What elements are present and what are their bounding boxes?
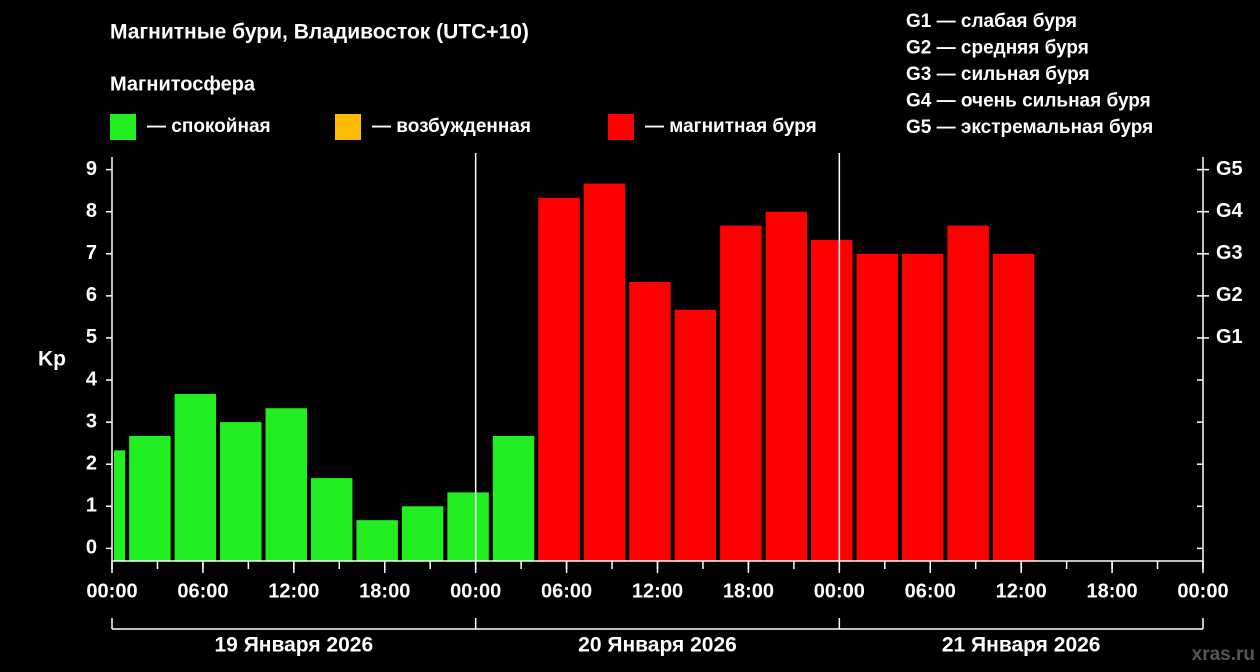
y-tick-label: 8	[86, 200, 97, 222]
bar	[114, 450, 126, 561]
chart-title: Магнитные бури, Владивосток (UTC+10)	[110, 21, 529, 44]
bar	[174, 393, 217, 561]
scale-legend: G2 — средняя буря	[906, 38, 1089, 59]
bar	[538, 197, 580, 561]
bar	[401, 506, 444, 561]
y-tick-label: 3	[86, 410, 97, 432]
scale-legend: G5 — экстремальная буря	[906, 117, 1153, 138]
bar	[629, 281, 671, 561]
x-tick-label: 06:00	[905, 580, 956, 602]
y2-tick-label: G3	[1216, 242, 1243, 264]
legend-title: Магнитосфера	[110, 73, 256, 95]
x-tick-label: 18:00	[723, 580, 774, 602]
bar	[856, 253, 898, 561]
y-tick-label: 6	[86, 284, 97, 306]
scale-legend: G4 — очень сильная буря	[906, 91, 1151, 112]
x-tick-label: 18:00	[1087, 580, 1138, 602]
bar	[901, 253, 944, 561]
x-tick-label: 18:00	[359, 580, 410, 602]
legend-swatch	[110, 114, 136, 140]
day-label: 19 Января 2026	[215, 634, 374, 657]
bar	[220, 422, 262, 561]
x-tick-label: 06:00	[177, 580, 228, 602]
scale-legend: G1 — слабая буря	[906, 11, 1077, 32]
bar	[811, 239, 853, 561]
x-tick-label: 00:00	[814, 580, 865, 602]
x-tick-label: 06:00	[541, 580, 592, 602]
bar	[583, 183, 626, 561]
y-tick-label: 5	[86, 326, 97, 348]
legend-label: — магнитная буря	[645, 116, 817, 137]
bar	[992, 253, 1035, 561]
x-tick-label: 00:00	[450, 580, 501, 602]
y-tick-label: 0	[86, 537, 97, 559]
legend-swatch	[335, 114, 361, 140]
y-tick-label: 7	[86, 242, 97, 264]
y2-tick-label: G2	[1216, 284, 1243, 306]
x-tick-label: 12:00	[268, 580, 319, 602]
bar	[720, 225, 762, 562]
x-tick-label: 00:00	[86, 580, 137, 602]
day-label: 21 Января 2026	[942, 634, 1101, 657]
bar	[947, 225, 989, 562]
y-tick-label: 9	[86, 158, 97, 180]
x-tick-label: 00:00	[1177, 580, 1228, 602]
legend-label: — спокойная	[147, 116, 271, 137]
x-tick-label: 12:00	[996, 580, 1047, 602]
y2-tick-label: G1	[1216, 326, 1243, 348]
legend-label: — возбужденная	[372, 116, 531, 137]
y2-tick-label: G5	[1216, 158, 1243, 180]
y2-tick-label: G4	[1216, 200, 1244, 222]
bar	[492, 436, 535, 561]
x-tick-label: 12:00	[632, 580, 683, 602]
y-tick-label: 2	[86, 452, 97, 474]
scale-legend: G3 — сильная буря	[906, 64, 1090, 85]
bar	[356, 520, 398, 561]
bar	[447, 492, 489, 561]
y-tick-label: 4	[86, 368, 98, 390]
bar	[765, 211, 808, 562]
day-label: 20 Января 2026	[578, 634, 737, 657]
bar	[310, 478, 353, 561]
watermark: xras.ru	[1192, 644, 1255, 665]
y-tick-label: 1	[86, 495, 97, 517]
bar	[129, 436, 171, 561]
y-axis-label: Kp	[38, 348, 66, 371]
legend-swatch	[608, 114, 634, 140]
bar	[265, 408, 307, 561]
bar	[674, 309, 717, 561]
